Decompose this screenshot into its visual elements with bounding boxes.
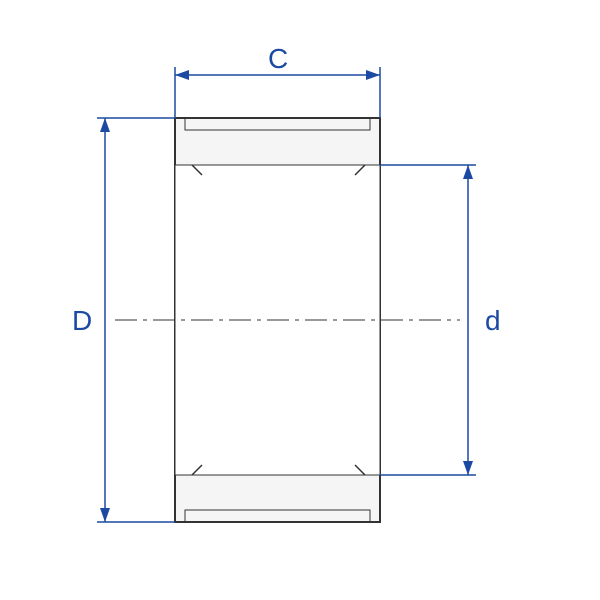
arrowhead [100, 508, 110, 522]
arrowhead [463, 461, 473, 475]
arrowhead [175, 70, 189, 80]
arrowhead [100, 118, 110, 132]
arrowhead [463, 165, 473, 179]
bearing-cross-section-diagram: C Dd [0, 0, 600, 600]
arrowhead [366, 70, 380, 80]
dimension-label: d [485, 305, 501, 336]
dimension-label: D [72, 305, 92, 336]
dimension-label: C [268, 43, 288, 74]
